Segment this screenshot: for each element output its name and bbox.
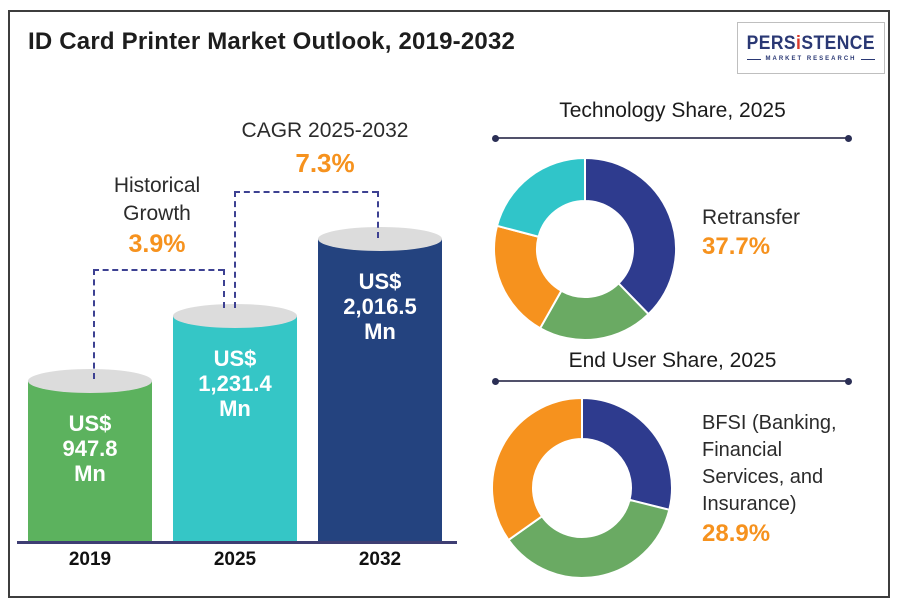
bar-2032 bbox=[318, 239, 442, 542]
historical-bracket-left-line bbox=[93, 269, 95, 379]
end-user-share-donut bbox=[490, 396, 674, 585]
donut-segment-3 bbox=[495, 156, 586, 238]
technology-highlight-label: Retransfer bbox=[702, 206, 801, 229]
tagline-left-line bbox=[747, 58, 762, 60]
donut-segment-1 bbox=[507, 498, 671, 579]
historical-growth-label: Historical Growth bbox=[113, 174, 201, 225]
end-user-share-divider bbox=[492, 378, 852, 385]
brand-tagline-row: MARKET RESEARCH bbox=[747, 56, 875, 62]
historical-growth-value: 3.9% bbox=[128, 230, 186, 258]
donut-segment-2 bbox=[491, 396, 583, 542]
donut-svg bbox=[493, 156, 677, 342]
brand-part-post: STENCE bbox=[801, 33, 876, 54]
technology-share-title: Technology Share, 2025 bbox=[559, 99, 786, 122]
historical-bracket-right-line bbox=[223, 269, 225, 308]
brand-logo: PERSiSTENCE MARKET RESEARCH bbox=[737, 22, 885, 74]
technology-share-divider bbox=[492, 135, 852, 142]
bar-value-label: US$ 2,016.5 Mn bbox=[343, 269, 417, 344]
border-frame bbox=[8, 10, 890, 598]
divider-dot-icon bbox=[492, 135, 499, 142]
donut-segment-retransfer bbox=[584, 156, 677, 316]
donut-segment-2 bbox=[493, 224, 563, 330]
x-axis-line bbox=[17, 541, 457, 544]
cagr-label: CAGR 2025-2032 bbox=[241, 119, 409, 142]
tagline-right-line bbox=[860, 58, 875, 60]
cagr-bracket-right-line bbox=[377, 191, 379, 238]
historical-bracket-top-line bbox=[93, 269, 224, 271]
brand-part-i: i bbox=[796, 33, 802, 54]
cylinder-top bbox=[28, 369, 152, 393]
cagr-value: 7.3% bbox=[295, 148, 355, 178]
technology-highlight-value: 37.7% bbox=[702, 233, 771, 260]
bar-2025 bbox=[173, 316, 297, 542]
brand-part-pre: PERS bbox=[746, 33, 797, 54]
x-axis-label-2019: 2019 bbox=[68, 549, 112, 570]
x-axis-label-2032: 2032 bbox=[358, 549, 402, 570]
divider-dot-icon bbox=[845, 378, 852, 385]
end-user-highlight-label: BFSI (Banking, Financial Services, and I… bbox=[702, 412, 837, 515]
brand-wordmark: PERSiSTENCE bbox=[747, 34, 875, 53]
bar-value-label: US$ 947.8 Mn bbox=[62, 411, 118, 486]
cagr-bracket-left-line bbox=[234, 191, 236, 308]
cagr-bracket-top-line bbox=[234, 191, 378, 193]
donut-segment-bfsi bbox=[581, 396, 673, 512]
donut-svg bbox=[491, 396, 673, 579]
technology-share-donut bbox=[492, 156, 678, 347]
bar-2019 bbox=[28, 381, 152, 542]
cylinder-top bbox=[173, 304, 297, 328]
end-user-share-callout: BFSI (Banking, Financial Services, and I… bbox=[702, 410, 864, 548]
divider-dot-icon bbox=[492, 378, 499, 385]
end-user-highlight-value: 28.9% bbox=[702, 520, 771, 547]
x-axis-label-2025: 2025 bbox=[213, 549, 257, 570]
page-title: ID Card Printer Market Outlook, 2019-203… bbox=[28, 28, 516, 55]
cylinder-top bbox=[318, 227, 442, 251]
technology-share-callout: Retransfer 37.7% bbox=[702, 204, 872, 261]
bar-value-label: US$ 1,231.4 Mn bbox=[198, 346, 272, 421]
brand-tagline: MARKET RESEARCH bbox=[765, 56, 857, 62]
end-user-share-title: End User Share, 2025 bbox=[568, 349, 777, 372]
divider-dot-icon bbox=[845, 135, 852, 142]
